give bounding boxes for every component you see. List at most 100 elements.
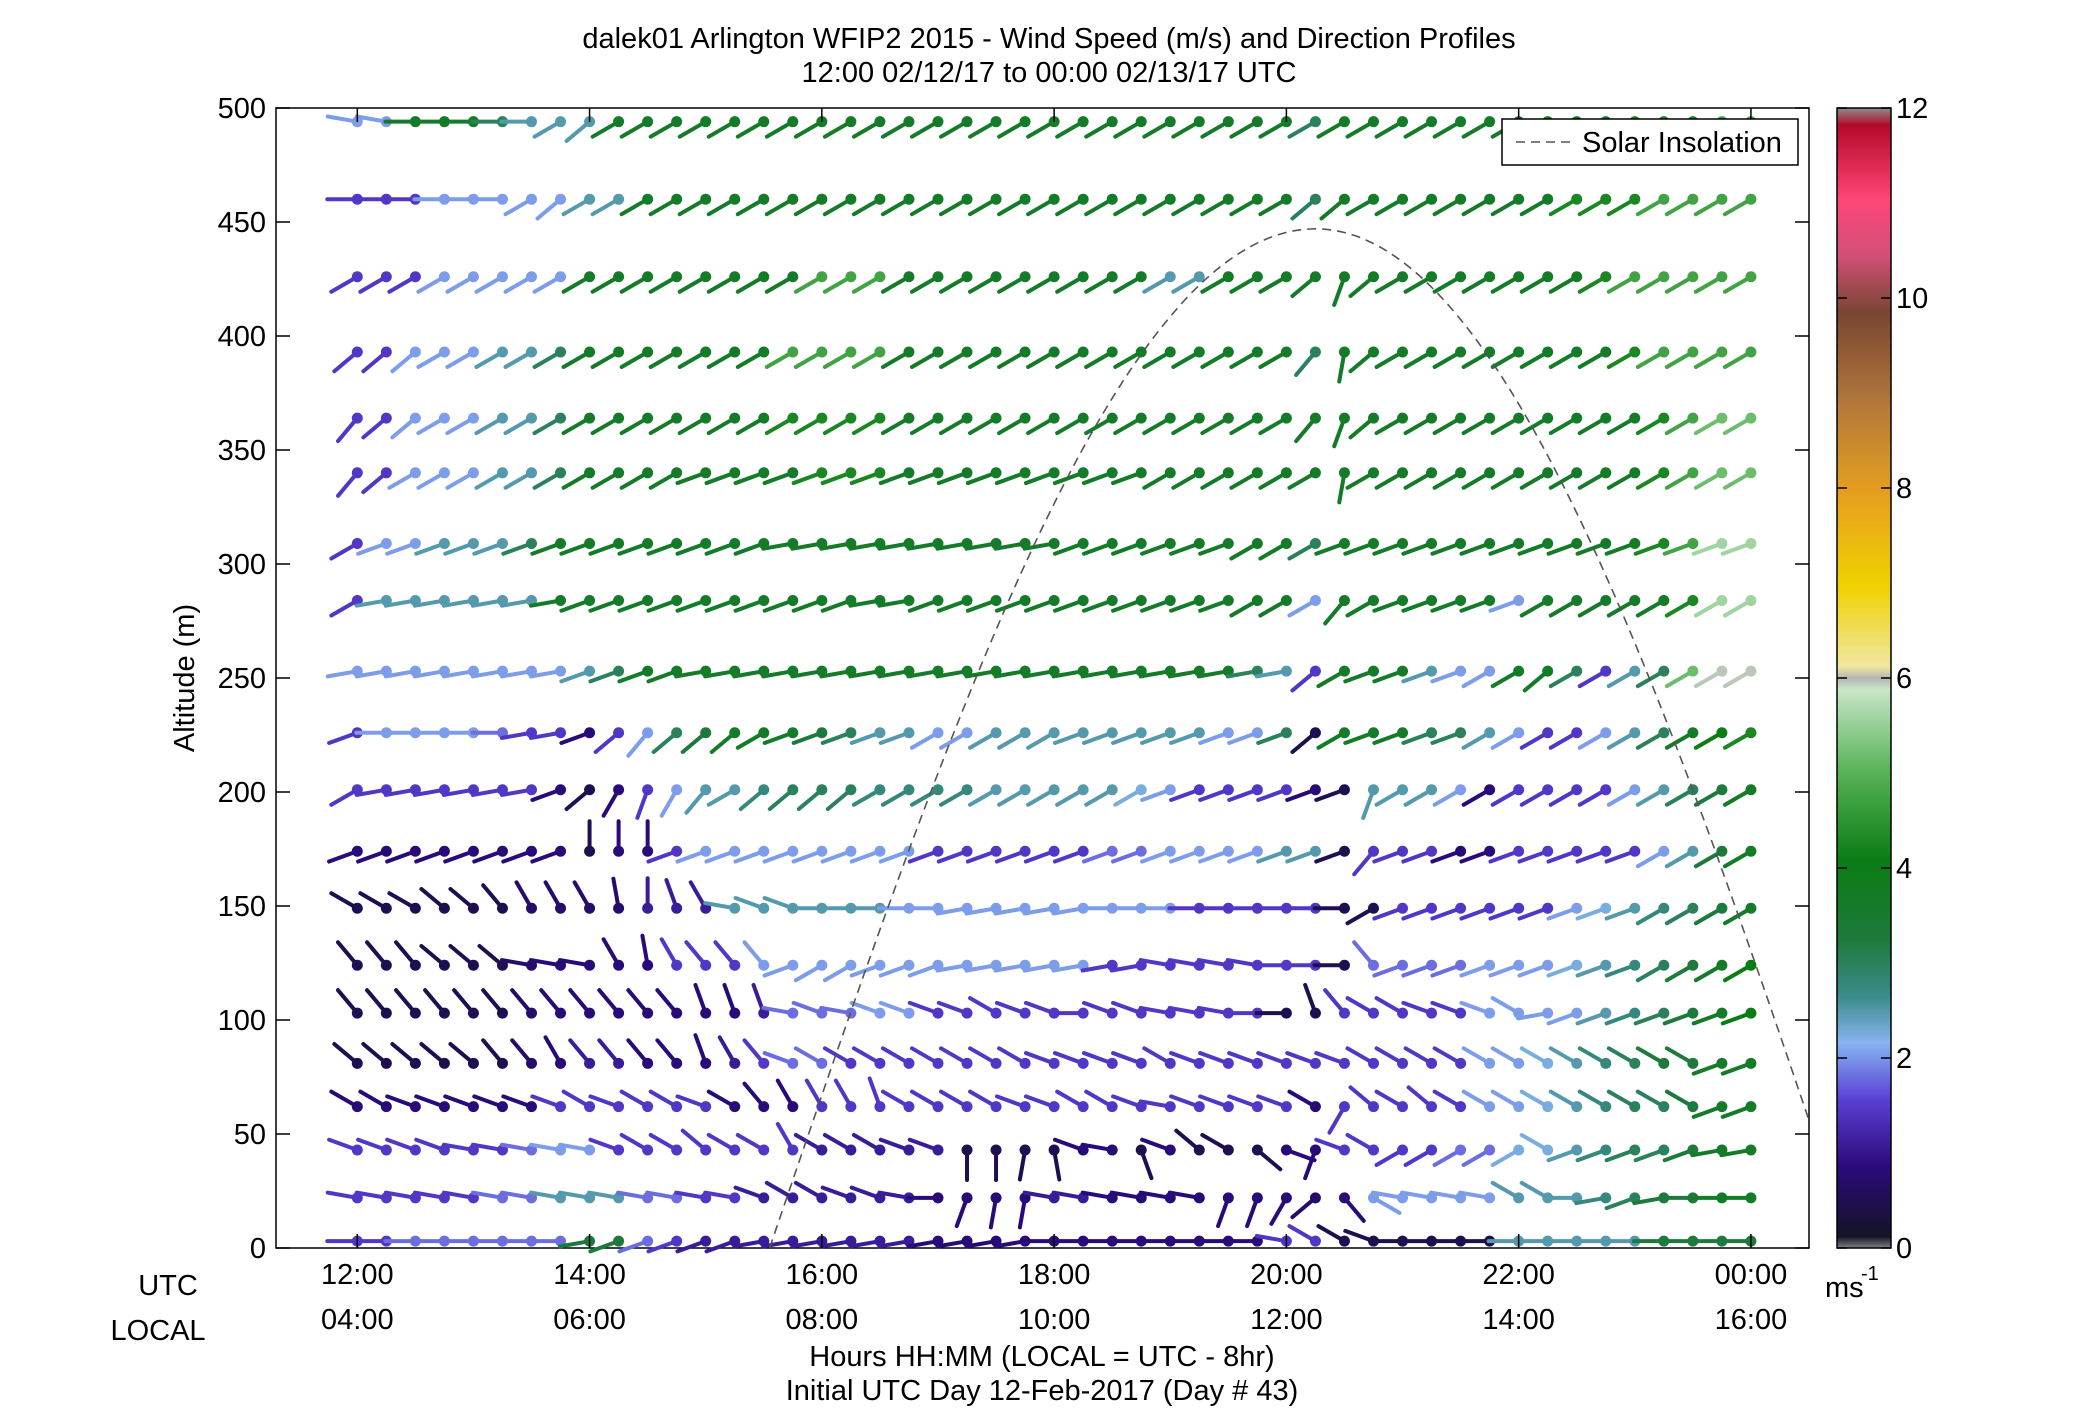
wind-barb-dot xyxy=(1745,537,1757,549)
wind-barb-dot xyxy=(1571,346,1583,358)
wind-barb-dot xyxy=(874,727,886,739)
wind-barb-dot xyxy=(1687,467,1699,479)
wind-barb-dot xyxy=(1309,346,1321,358)
wind-barb-dot xyxy=(1193,845,1205,857)
wind-barb-dot xyxy=(1600,346,1612,358)
wind-barb-dot xyxy=(700,467,712,479)
wind-barb-dot xyxy=(990,784,1002,796)
wind-barb-dot xyxy=(1455,412,1467,424)
wind-barb-dot xyxy=(1251,727,1263,739)
colorbar-unit: ms xyxy=(1825,1272,1864,1304)
wind-barb-dot xyxy=(1600,1057,1612,1069)
wind-barb-dot xyxy=(1542,902,1554,914)
wind-barb-dot xyxy=(874,116,886,128)
wind-barb-dot xyxy=(1658,537,1670,549)
wind-barb-dot xyxy=(1019,727,1031,739)
wind-barb-dot xyxy=(990,193,1002,205)
wind-barb-dot xyxy=(1309,665,1321,677)
wind-barb-dot xyxy=(903,727,915,739)
wind-barb-dot xyxy=(1600,537,1612,549)
wind-barb-dot xyxy=(438,346,450,358)
wind-barb-dot xyxy=(1193,467,1205,479)
wind-barb-dot xyxy=(1542,1144,1554,1156)
wind-barb-dot xyxy=(1397,346,1409,358)
wind-barb-dot xyxy=(496,193,508,205)
wind-barb-dot xyxy=(438,845,450,857)
wind-barb-dot xyxy=(1542,845,1554,857)
wind-barb-dot xyxy=(584,412,596,424)
wind-barb-dot xyxy=(1687,271,1699,283)
wind-barb-dot xyxy=(1048,845,1060,857)
wind-barb-dot xyxy=(1629,902,1641,914)
wind-barb-dot xyxy=(1687,727,1699,739)
wind-barb-dot xyxy=(351,346,363,358)
wind-barb-dot xyxy=(1716,1101,1728,1113)
wind-barb-dot xyxy=(584,594,596,606)
wind-barb-dot xyxy=(584,959,596,971)
wind-barb-dot xyxy=(1077,1101,1089,1113)
wind-barb-dot xyxy=(700,1101,712,1113)
wind-barb-dot xyxy=(787,727,799,739)
wind-barb-dot xyxy=(1745,346,1757,358)
wind-barb-dot xyxy=(1484,1057,1496,1069)
wind-barb-dot xyxy=(903,271,915,283)
wind-barb-dot xyxy=(729,412,741,424)
wind-barb-dot xyxy=(990,271,1002,283)
wind-barb-dot xyxy=(1309,1192,1321,1204)
wind-barb-dot xyxy=(961,784,973,796)
wind-barb-dot xyxy=(1164,467,1176,479)
wind-barb-dot xyxy=(1193,784,1205,796)
wind-barb-dot xyxy=(438,271,450,283)
wind-barb-dot xyxy=(467,537,479,549)
wind-barb-dot xyxy=(729,845,741,857)
wind-barb-dot xyxy=(555,412,567,424)
wind-barb-dot xyxy=(903,1057,915,1069)
wind-barb-dot xyxy=(1571,467,1583,479)
wind-barb-dot xyxy=(1048,537,1060,549)
wind-barb-dot xyxy=(1629,537,1641,549)
wind-barb-dot xyxy=(990,845,1002,857)
wind-barb-dot xyxy=(1106,1007,1118,1019)
wind-barb-dot xyxy=(1600,784,1612,796)
wind-barb-dot xyxy=(1455,902,1467,914)
wind-barb-dot xyxy=(1397,902,1409,914)
wind-barb-dot xyxy=(1745,594,1757,606)
wind-barb-dot xyxy=(1745,1101,1757,1113)
wind-barb-dot xyxy=(1193,193,1205,205)
wind-barb-dot xyxy=(351,1007,363,1019)
wind-barb-dot xyxy=(1426,467,1438,479)
wind-barb-dot xyxy=(1338,346,1350,358)
wind-barb-dot xyxy=(351,1144,363,1156)
wind-barb-dot xyxy=(1571,1057,1583,1069)
wind-barb-dot xyxy=(990,116,1002,128)
wind-barb-dot xyxy=(729,1144,741,1156)
wind-barb-dot xyxy=(874,959,886,971)
wind-barb-dot xyxy=(1716,346,1728,358)
wind-barb-dot xyxy=(1426,346,1438,358)
y-tick-label: 50 xyxy=(234,1119,266,1151)
wind-barb-dot xyxy=(1455,727,1467,739)
colorbar-tick-label: 4 xyxy=(1896,853,1912,885)
wind-barb-dot xyxy=(1513,1144,1525,1156)
wind-barb-dot xyxy=(496,346,508,358)
wind-barb-dot xyxy=(1542,665,1554,677)
wind-barb-dot xyxy=(1338,116,1350,128)
wind-barb-dot xyxy=(1397,845,1409,857)
wind-barb-dot xyxy=(932,467,944,479)
wind-barb-dot xyxy=(1106,412,1118,424)
wind-barb-dot xyxy=(584,1057,596,1069)
wind-barb-dot xyxy=(1455,1007,1467,1019)
wind-barb-dot xyxy=(1251,784,1263,796)
wind-barb-dot xyxy=(990,594,1002,606)
wind-barb-dot xyxy=(1048,1144,1060,1156)
wind-barb-dot xyxy=(1222,594,1234,606)
wind-barb-dot xyxy=(932,845,944,857)
y-tick-label: 100 xyxy=(218,1005,266,1037)
wind-barb-dot xyxy=(1513,467,1525,479)
wind-barb-dot xyxy=(1484,665,1496,677)
wind-barb-dot xyxy=(961,412,973,424)
wind-barb-dot xyxy=(1397,784,1409,796)
y-tick-label: 250 xyxy=(218,663,266,695)
wind-barb-dot xyxy=(1745,727,1757,739)
wind-barb-dot xyxy=(1658,193,1670,205)
